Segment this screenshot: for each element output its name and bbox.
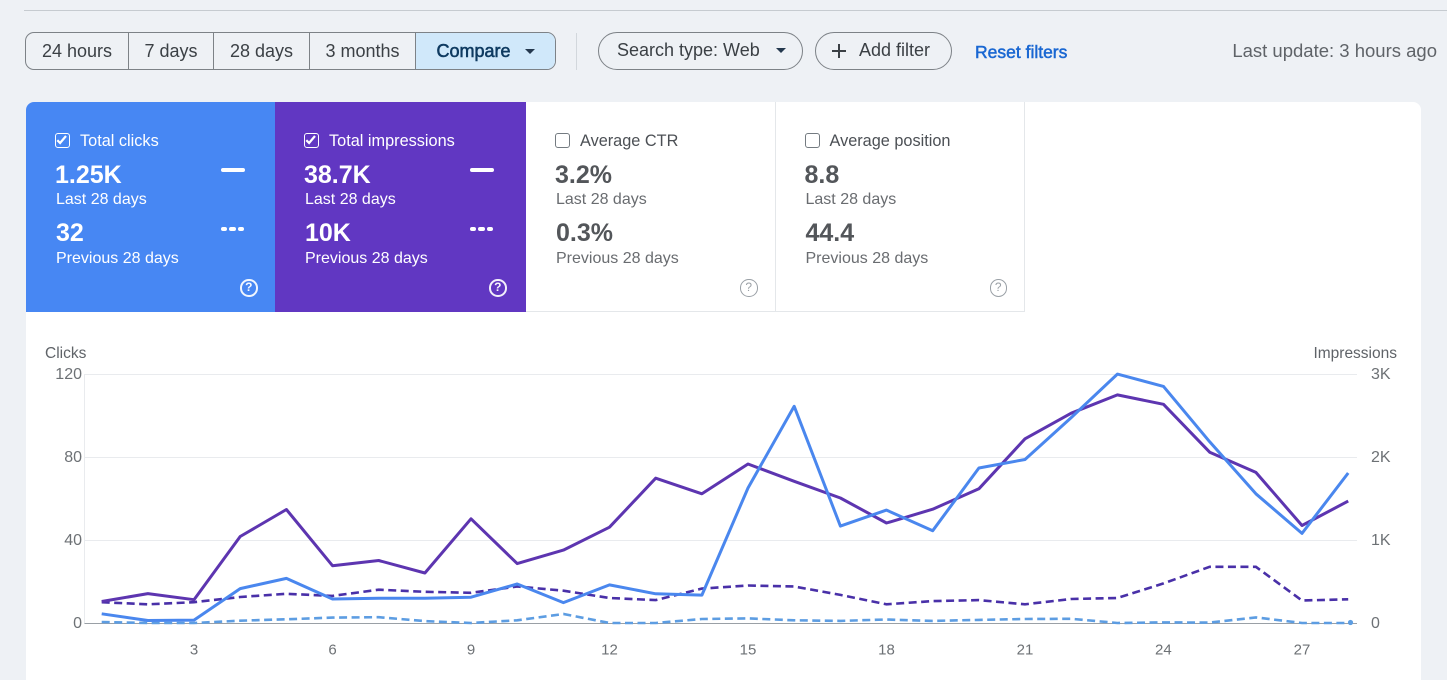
- svg-text:1K: 1K: [1371, 532, 1391, 549]
- svg-text:24: 24: [1155, 642, 1172, 659]
- svg-text:21: 21: [1017, 642, 1034, 659]
- svg-text:3: 3: [190, 642, 198, 659]
- svg-text:9: 9: [467, 642, 475, 659]
- svg-text:3K: 3K: [1371, 366, 1391, 383]
- svg-text:6: 6: [328, 642, 336, 659]
- svg-text:120: 120: [55, 366, 82, 383]
- svg-text:2K: 2K: [1371, 449, 1391, 466]
- svg-text:Impressions: Impressions: [1313, 345, 1397, 362]
- svg-text:Clicks: Clicks: [45, 345, 87, 362]
- svg-text:0: 0: [1371, 615, 1380, 632]
- svg-text:0: 0: [73, 615, 82, 632]
- svg-text:15: 15: [740, 642, 757, 659]
- svg-text:40: 40: [64, 532, 82, 549]
- svg-text:80: 80: [64, 449, 82, 466]
- svg-text:18: 18: [878, 642, 895, 659]
- svg-text:27: 27: [1294, 642, 1311, 659]
- svg-text:12: 12: [601, 642, 618, 659]
